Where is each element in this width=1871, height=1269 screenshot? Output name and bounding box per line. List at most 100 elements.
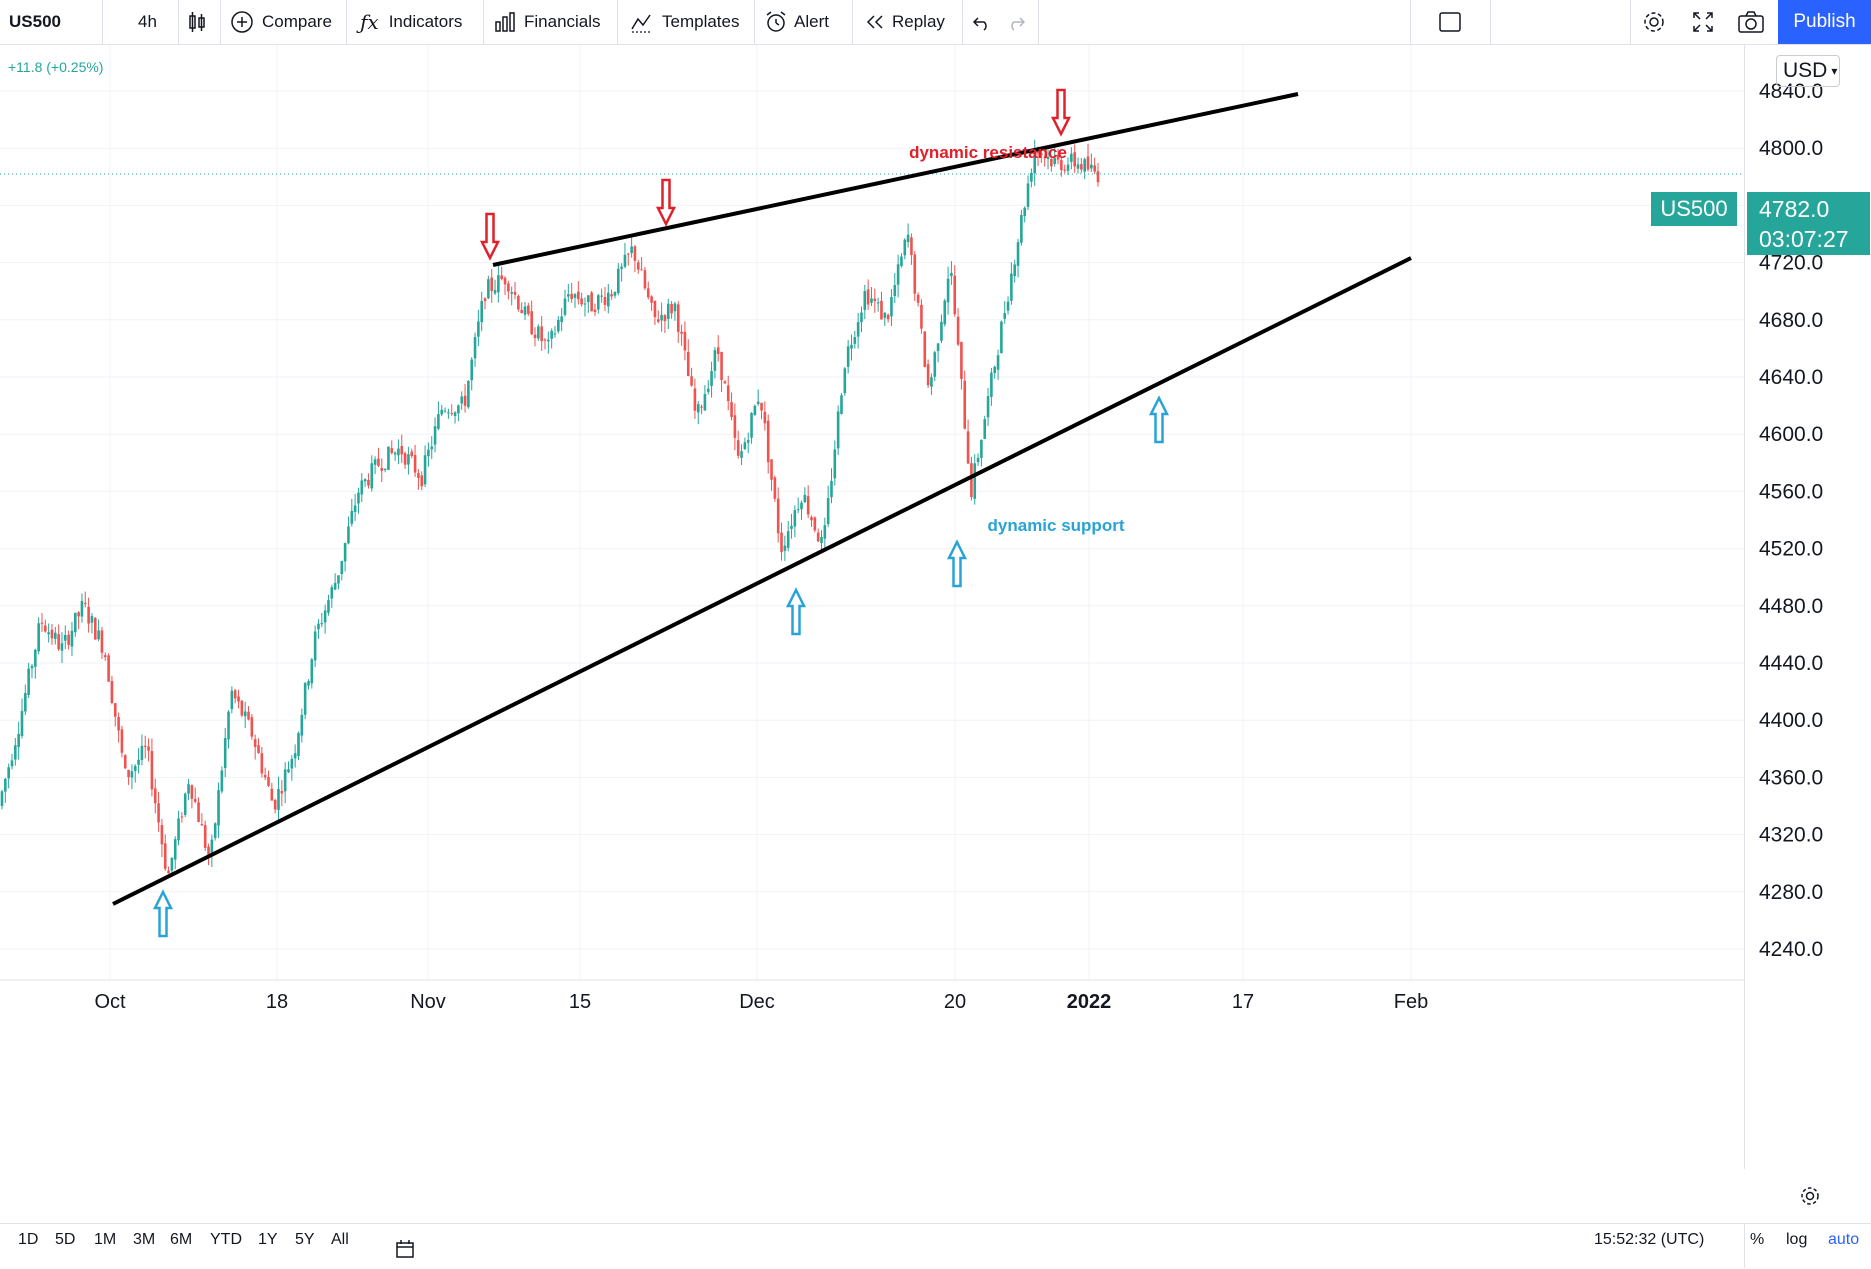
axis-settings-icon[interactable] (1798, 1184, 1822, 1208)
candle-body (163, 843, 167, 869)
candle (750, 412, 753, 444)
candle-body (197, 802, 200, 822)
square-icon (1439, 12, 1461, 32)
redo-button[interactable] (1006, 0, 1026, 44)
indicators-button[interactable]: ƒx Indicators (360, 0, 462, 44)
divider (852, 0, 853, 44)
candle-body (260, 753, 264, 774)
candle-body (83, 603, 87, 605)
range-button-3m[interactable]: 3M (133, 1231, 156, 1248)
candle-body (856, 322, 860, 337)
candle (90, 613, 94, 634)
candle-body (313, 631, 317, 661)
candle-body (450, 413, 454, 415)
candle-body (103, 655, 107, 658)
log-toggle[interactable]: log (1786, 1231, 1808, 1248)
candle (197, 797, 200, 823)
candle (597, 293, 600, 314)
goto-date-icon[interactable] (394, 1238, 416, 1260)
candle-body (160, 825, 164, 845)
layout-button[interactable] (1438, 0, 1462, 44)
candle (463, 384, 467, 413)
currency-select[interactable]: USD ▾ (1776, 55, 1840, 87)
candle (990, 367, 993, 406)
candle (427, 442, 430, 467)
candle-body (463, 395, 467, 406)
range-button-5d[interactable]: 5D (55, 1231, 76, 1248)
candle (4, 777, 7, 803)
candle-body (220, 770, 224, 792)
replay-button[interactable]: Replay (864, 0, 945, 44)
candle-body (333, 582, 337, 590)
chart-type-button[interactable] (186, 0, 208, 44)
range-button-6m[interactable]: 6M (170, 1231, 193, 1248)
range-button-ytd[interactable]: YTD (210, 1231, 242, 1248)
candle-body (676, 304, 680, 332)
candle-body (876, 302, 880, 304)
candle-body (1096, 171, 1100, 183)
candle (253, 734, 257, 760)
percent-toggle[interactable]: % (1750, 1231, 1765, 1248)
utc-clock[interactable]: 15:52:32 (UTC) (1594, 1231, 1705, 1248)
candle (507, 280, 510, 300)
candle (780, 522, 783, 561)
price-axis-label: 4800.0 (1759, 137, 1823, 160)
candle-body (793, 510, 797, 527)
undo-button[interactable] (972, 0, 992, 44)
templates-button[interactable]: Templates (630, 0, 739, 44)
candle-body (916, 294, 920, 303)
interval-button[interactable]: 4h (138, 12, 157, 31)
range-button-1m[interactable]: 1M (94, 1231, 117, 1248)
bar-chart-icon (495, 12, 515, 32)
range-button-5y[interactable]: 5Y (295, 1231, 315, 1248)
auto-toggle[interactable]: auto (1828, 1231, 1860, 1248)
alert-button[interactable]: Alert (764, 0, 829, 44)
candle-body (293, 753, 297, 759)
candle-body (726, 385, 730, 402)
range-button-1y[interactable]: 1Y (258, 1231, 278, 1248)
candle-body (573, 294, 577, 298)
candle-body (880, 300, 883, 320)
candle (966, 419, 970, 464)
candle (227, 710, 230, 749)
price-axis-label: 4720.0 (1759, 252, 1823, 275)
candle (983, 415, 987, 440)
settings-button[interactable] (1641, 0, 1667, 44)
price-axis-label: 4480.0 (1759, 595, 1823, 618)
snapshot-button[interactable] (1737, 0, 1765, 44)
candle (776, 487, 780, 543)
candle-body (603, 296, 607, 305)
candle-body (73, 612, 77, 633)
candle-body (846, 346, 850, 367)
candle-body (826, 498, 830, 525)
candle-body (473, 337, 477, 359)
candle-body (347, 526, 350, 544)
candle-body (44, 625, 47, 632)
candle (913, 251, 917, 302)
candle-body (513, 291, 517, 295)
publish-button[interactable]: Publish (1778, 0, 1871, 44)
candle (600, 288, 603, 303)
candle (7, 763, 10, 789)
candle (233, 688, 237, 704)
candle (1096, 162, 1100, 187)
candle-body (976, 457, 980, 463)
candle-body (497, 275, 500, 293)
range-button-1d[interactable]: 1D (18, 1231, 39, 1248)
candle (613, 291, 617, 299)
candle (540, 316, 543, 351)
candle (407, 446, 410, 475)
candle-body (550, 330, 553, 339)
range-button-all[interactable]: All (331, 1231, 349, 1248)
financials-button[interactable]: Financials (494, 0, 601, 44)
candle-body (590, 292, 593, 312)
price-chart[interactable]: dynamic resistance dynamic support Oct 18 No… (0, 45, 1744, 1169)
symbol-search[interactable]: US500 (9, 12, 61, 31)
candle (20, 698, 24, 739)
candle (357, 487, 360, 514)
fullscreen-button[interactable] (1691, 0, 1715, 44)
candle-body (487, 279, 490, 299)
candle (287, 761, 290, 773)
candle (860, 306, 863, 333)
compare-button[interactable]: Compare (230, 0, 332, 44)
